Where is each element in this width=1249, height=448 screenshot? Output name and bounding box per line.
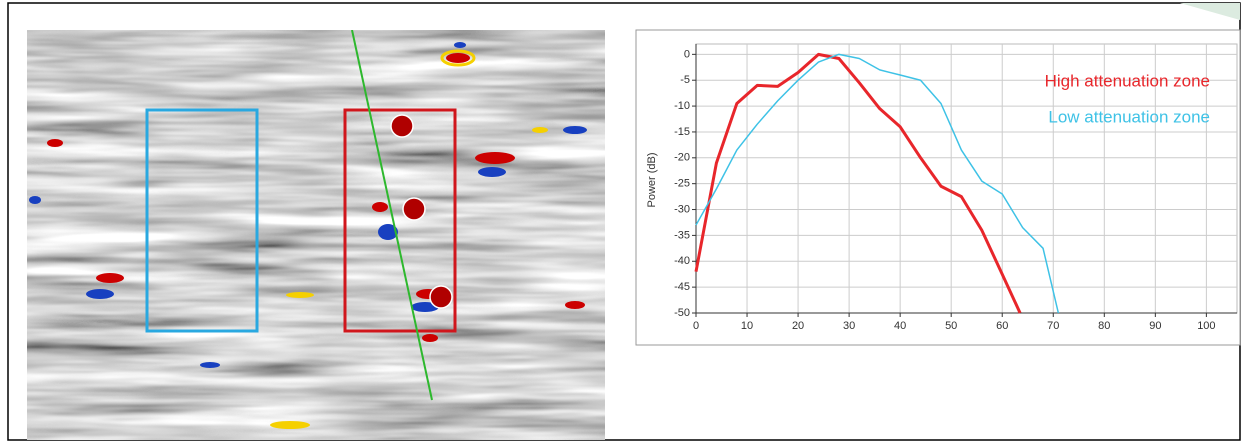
y-tick-label: -5 (680, 74, 690, 86)
y-tick-label: -10 (674, 100, 690, 112)
x-tick-label: 20 (792, 320, 804, 332)
y-tick-label: -30 (674, 203, 690, 215)
y-tick-label: -40 (674, 255, 690, 267)
plot-area: 0-5-10-15-20-25-30-35-40-45-500 10 20 30 40 5… (674, 43, 1238, 332)
low-zone-box (145, 108, 259, 333)
well-track (351, 30, 433, 401)
sample-point (390, 114, 414, 138)
x-tick-label: 80 (1098, 320, 1110, 332)
y-tick-label: -20 (674, 152, 690, 164)
x-tick-label: 50 (945, 320, 957, 332)
y-tick-label: -25 (674, 178, 690, 190)
x-tick-label: 60 (996, 320, 1008, 332)
x-tick-label: 90 (1149, 320, 1161, 332)
y-tick-label: -35 (674, 229, 690, 241)
legend-entry: Low attenuation zone (1048, 107, 1210, 126)
watermark (1180, 3, 1240, 20)
x-tick-label: 100 (1197, 320, 1215, 332)
y-axis-label: Power (dB) (646, 152, 658, 207)
x-tick-label: 70 (1047, 320, 1059, 332)
x-tick-label: 10 (741, 320, 753, 332)
y-tick-label: -50 (674, 307, 690, 319)
series-line (695, 53, 1060, 314)
series-line (694, 52, 1022, 314)
x-tick-label: 40 (894, 320, 906, 332)
legend-entry: High attenuation zone (1045, 71, 1210, 90)
sample-point (402, 197, 426, 221)
plot-background (695, 43, 1238, 314)
y-tick-label: 0 (684, 48, 690, 60)
seismic-image (27, 30, 605, 440)
y-tick-label: -45 (674, 281, 690, 293)
sample-point (429, 285, 453, 309)
y-tick-label: -15 (674, 126, 690, 138)
high-zone-box (343, 108, 457, 333)
x-tick-label: 30 (843, 320, 855, 332)
x-tick-label: 0 (693, 320, 699, 332)
